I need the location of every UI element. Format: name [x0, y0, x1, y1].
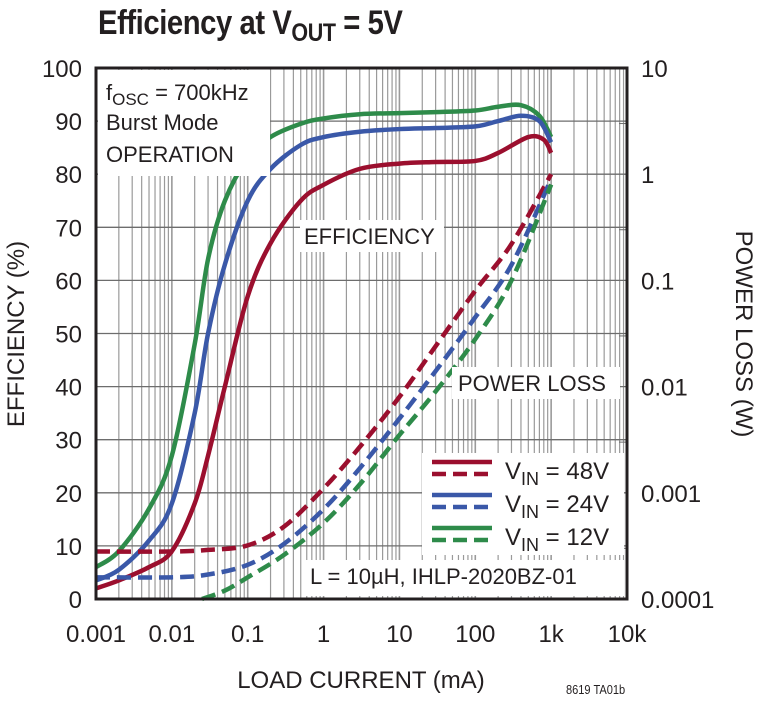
y2-axis-title: POWER LOSS (W) [730, 231, 757, 438]
x-axis-title: LOAD CURRENT (mA) [237, 667, 485, 694]
conditions-fosc: fOSC = 700kHz [106, 80, 249, 109]
y-tick-label: 90 [55, 109, 82, 136]
x-tick-label: 0.1 [231, 621, 264, 648]
y-tick-label: 10 [55, 534, 82, 561]
legend-label: VIN = 24V [505, 491, 609, 522]
conditions-operation: OPERATION [106, 142, 234, 167]
y-tick-label: 20 [55, 481, 82, 508]
y2-tick-label: 0.01 [641, 375, 688, 402]
y2-tick-label: 1 [641, 162, 654, 189]
curves [94, 102, 554, 602]
efficiency-label-box [300, 220, 444, 252]
x-tick-label: 100 [455, 621, 495, 648]
legend-label: VIN = 48V [505, 458, 609, 489]
x-tick-label: 0.001 [66, 621, 126, 648]
y-tick-label: 0 [69, 587, 82, 614]
efficiency-label: EFFICIENCY [304, 224, 435, 249]
y2-tick-label: 0.001 [641, 481, 701, 508]
y-tick-label: 50 [55, 322, 82, 349]
y-tick-label: 80 [55, 162, 82, 189]
y-tick-label: 70 [55, 215, 82, 242]
y-tick-label: 40 [55, 375, 82, 402]
plot-frame [94, 66, 629, 601]
y-axis-title: EFFICIENCY (%) [3, 241, 30, 427]
y-tick-label: 30 [55, 428, 82, 455]
y-tick-label: 100 [42, 56, 82, 83]
axis-labels: 0.001 0.01 0.1 1 10 100 1k 10k 0 10 20 30 40 50 60 70 80… [3, 56, 757, 694]
power-loss-curve [95, 178, 554, 580]
efficiency-curve [94, 102, 554, 570]
y2-tick-label: 10 [641, 56, 668, 83]
x-tick-label: 10 [386, 621, 413, 648]
power-loss-label: POWER LOSS [458, 371, 606, 396]
inductor-box [306, 560, 624, 596]
power-loss-curve [95, 173, 554, 554]
x-tick-label: 0.01 [148, 621, 195, 648]
efficiency-curve [95, 113, 554, 583]
title-subscript: OUT [291, 19, 336, 47]
figure-code: 8619 TA01b [566, 682, 626, 697]
x-tick-label: 10k [608, 621, 648, 648]
title-tail: = 5V [335, 4, 403, 42]
x-tick-label: 1 [317, 621, 330, 648]
y-tick-label: 60 [55, 268, 82, 295]
legend-label: VIN = 12V [505, 524, 609, 555]
y2-tick-label: 0.1 [641, 268, 674, 295]
power-loss-curve [201, 183, 554, 602]
chart-title: Efficiency at VOUT = 5V [98, 4, 403, 48]
title-main: Efficiency at V [98, 4, 292, 42]
conditions-burst: Burst Mode [106, 110, 219, 135]
conditions-box [98, 70, 270, 176]
y2-tick-label: 0.0001 [641, 587, 714, 614]
x-tick-label: 1k [538, 621, 564, 648]
inductor-note: L = 10µH, IHLP-2020BZ-01 [310, 564, 577, 589]
power-loss-label-box [452, 367, 620, 399]
